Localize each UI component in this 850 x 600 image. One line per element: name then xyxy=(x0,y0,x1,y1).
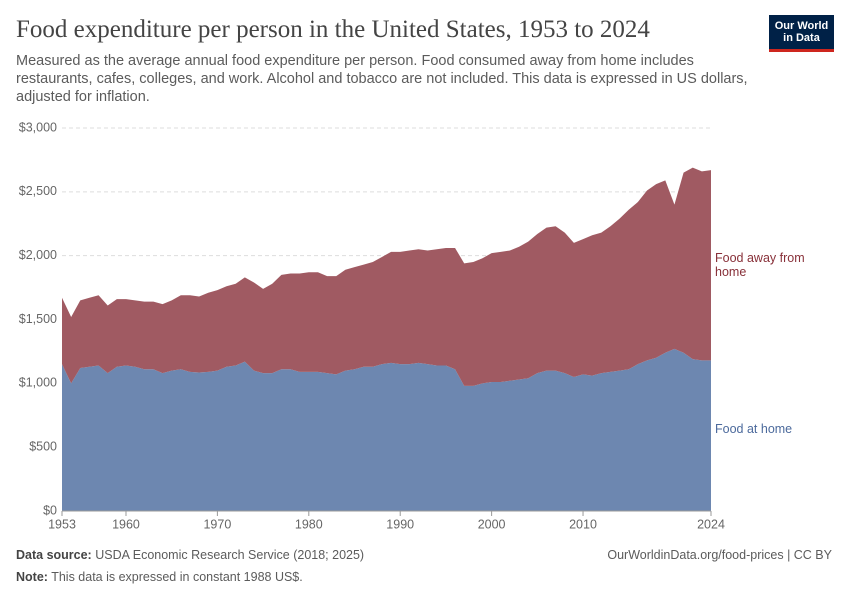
url[interactable]: OurWorldinData.org/food-prices | CC BY xyxy=(607,548,832,562)
y-tick-label: $1,500 xyxy=(19,312,57,326)
y-tick-label: $2,500 xyxy=(19,184,57,198)
x-tick-label: 2010 xyxy=(569,517,597,531)
series-label[interactable]: Food away from home xyxy=(715,251,805,280)
chart-subtitle: Measured as the average annual food expe… xyxy=(16,53,748,105)
x-tick-label: 1953 xyxy=(48,517,76,531)
y-tick-label: $3,000 xyxy=(19,120,57,134)
area xyxy=(62,348,711,511)
note: Note: This data is expressed in constant… xyxy=(16,570,303,584)
x-tick-label: 1980 xyxy=(295,517,323,531)
series-label[interactable]: Food at home xyxy=(715,421,793,436)
y-tick-label: $0 xyxy=(43,503,57,517)
x-tick-label: 1990 xyxy=(386,517,414,531)
x-tick-label: 1970 xyxy=(203,517,231,531)
x-tick-label: 2000 xyxy=(478,517,506,531)
note-text: This data is expressed in constant 1988 … xyxy=(51,570,303,584)
y-tick-label: $2,000 xyxy=(19,248,57,262)
chart-title: Food expenditure per person in the Unite… xyxy=(16,16,650,43)
source: Data source: USDA Economic Research Serv… xyxy=(16,548,364,562)
x-tick-label: 2024 xyxy=(697,517,725,531)
x-tick-label: 1960 xyxy=(112,517,140,531)
note-label: Note: xyxy=(16,570,48,584)
y-tick-label: $1,000 xyxy=(19,376,57,390)
logo[interactable]: Our World in Data xyxy=(769,15,834,52)
y-tick-label: $500 xyxy=(29,439,57,453)
source-text[interactable]: USDA Economic Research Service (2018; 20… xyxy=(95,548,365,562)
logo-line: Our World xyxy=(774,20,829,32)
source-label: Data source: xyxy=(16,548,92,562)
area xyxy=(62,167,711,386)
logo-line: in Data xyxy=(783,32,820,44)
